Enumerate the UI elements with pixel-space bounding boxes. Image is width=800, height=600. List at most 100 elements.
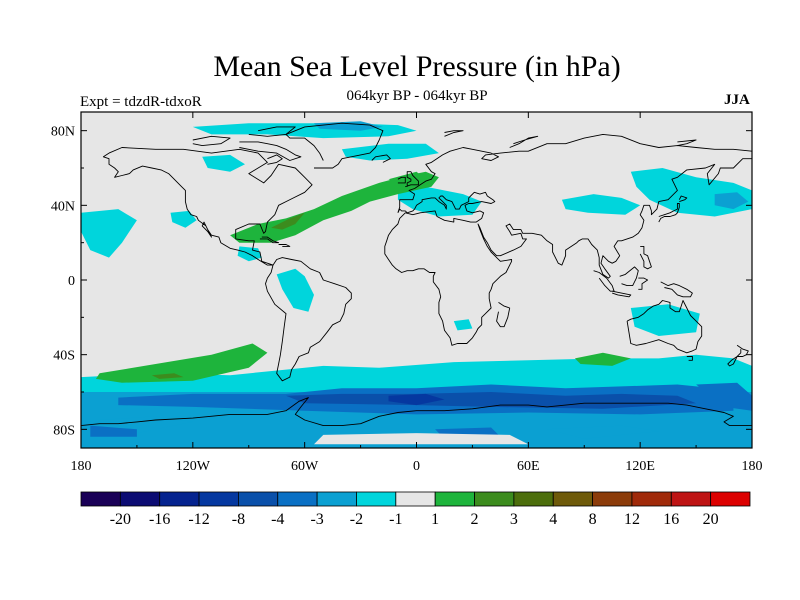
coastline-4 bbox=[405, 171, 419, 188]
colorbar-label: -8 bbox=[232, 511, 245, 528]
colorbar-swatch-5 bbox=[277, 491, 318, 507]
coastlines bbox=[81, 122, 752, 427]
experiment-label: Expt = tdzdR-tdxoR bbox=[80, 94, 202, 110]
colorbar-swatch-8 bbox=[395, 491, 436, 507]
anomaly-region-16 bbox=[314, 121, 383, 131]
anomaly-region-17 bbox=[202, 154, 245, 172]
colorbar-label: 12 bbox=[624, 511, 640, 528]
anomaly-region-7 bbox=[547, 425, 659, 439]
colorbar-swatch-0 bbox=[80, 491, 121, 507]
colorbar-swatch-9 bbox=[434, 491, 475, 507]
coastline-3 bbox=[384, 133, 752, 346]
y-tick-label: 80N bbox=[51, 125, 75, 140]
coastline-18 bbox=[81, 397, 752, 427]
anomaly-region-26 bbox=[151, 373, 184, 379]
colorbar-legend: -20 -16 -12 -8 -4 -3 -2 -1 1 2 3 4 8 12 16 20 bbox=[80, 491, 751, 528]
anomaly-region-10 bbox=[314, 433, 529, 445]
pressure-anomaly-regions bbox=[81, 121, 752, 448]
anomaly-region-18 bbox=[341, 143, 439, 161]
colorbar-swatch-15 bbox=[670, 491, 712, 507]
anomaly-region-22 bbox=[714, 192, 749, 210]
colorbar-label: 16 bbox=[663, 511, 679, 528]
coastline-13 bbox=[593, 270, 615, 292]
coastline-7 bbox=[686, 356, 693, 361]
colorbar-label: -2 bbox=[350, 511, 363, 528]
x-tick-label: 60W bbox=[291, 459, 319, 474]
coastline-26 bbox=[509, 135, 539, 148]
anomaly-region-23 bbox=[630, 304, 700, 336]
anomaly-region-13 bbox=[170, 210, 197, 228]
coastline-5 bbox=[397, 176, 406, 184]
coastline-20 bbox=[278, 244, 291, 247]
y-tick-label: 40S bbox=[53, 349, 75, 364]
coastline-16 bbox=[638, 277, 649, 290]
anomaly-region-5 bbox=[696, 382, 752, 411]
colorbar-swatch-12 bbox=[552, 491, 593, 507]
colorbar-swatch-6 bbox=[316, 491, 357, 507]
season-label: JJA bbox=[724, 92, 750, 108]
coastline-6 bbox=[626, 300, 703, 354]
coastline-1 bbox=[285, 122, 384, 169]
coastline-15 bbox=[619, 266, 639, 287]
x-tick-label: 180 bbox=[71, 459, 92, 474]
colorbar-label: -20 bbox=[110, 511, 131, 528]
anomaly-region-24 bbox=[453, 319, 473, 331]
coastline-0 bbox=[102, 147, 352, 382]
colorbar-swatch-13 bbox=[592, 491, 633, 507]
coastline-9 bbox=[496, 302, 511, 328]
coastline-25 bbox=[444, 130, 464, 137]
colorbar-swatch-2 bbox=[159, 491, 200, 507]
coastline-23 bbox=[192, 135, 231, 147]
colorbar-label: -12 bbox=[188, 511, 209, 528]
coastline-2 bbox=[371, 154, 391, 163]
page-title: Mean Sea Level Pressure (in hPa) bbox=[213, 50, 621, 83]
coastline-21 bbox=[267, 154, 283, 165]
coastline-12 bbox=[639, 245, 652, 270]
colorbar-swatch-4 bbox=[238, 491, 279, 507]
anomaly-region-4 bbox=[388, 393, 445, 406]
colorbar-label: -3 bbox=[310, 511, 323, 528]
x-tick-label: 60E bbox=[517, 459, 540, 474]
colorbar-label: -1 bbox=[389, 511, 402, 528]
coastline-27 bbox=[677, 139, 697, 147]
y-tick-label: 80S bbox=[53, 423, 75, 438]
colorbar-label: -16 bbox=[149, 511, 170, 528]
anomaly-region-12 bbox=[276, 268, 314, 312]
anomaly-region-25 bbox=[95, 343, 268, 383]
colorbar-label: 20 bbox=[703, 511, 719, 528]
coastline-24 bbox=[248, 126, 296, 137]
anomaly-region-20 bbox=[561, 194, 641, 215]
anomaly-region-30 bbox=[574, 352, 631, 366]
colorbar-swatch-10 bbox=[474, 491, 515, 507]
colorbar-swatch-7 bbox=[356, 491, 397, 507]
map-subtitle: 064kyr BP - 064kyr BP bbox=[346, 88, 488, 104]
colorbar-label: -4 bbox=[271, 511, 284, 528]
colorbar-swatch-14 bbox=[631, 491, 672, 507]
coastline-19 bbox=[259, 236, 280, 244]
anomaly-region-19 bbox=[397, 186, 482, 217]
x-tick-label: 180 bbox=[742, 459, 763, 474]
anomaly-region-29 bbox=[388, 171, 426, 185]
coastline-10 bbox=[658, 203, 680, 223]
colorbar-label: 1 bbox=[431, 511, 439, 528]
colorbar-swatch-16 bbox=[710, 491, 751, 507]
y-tick-label: 0 bbox=[68, 274, 75, 289]
colorbar-label: 4 bbox=[549, 511, 557, 528]
coastline-8 bbox=[727, 344, 749, 367]
x-tick-label: 120W bbox=[176, 459, 211, 474]
x-tick-label: 120E bbox=[625, 459, 655, 474]
coastline-11 bbox=[678, 195, 688, 203]
x-tick-label: 0 bbox=[413, 459, 420, 474]
anomaly-region-11 bbox=[81, 209, 137, 258]
coastline-14 bbox=[612, 290, 632, 298]
coastline-22 bbox=[239, 141, 302, 161]
colorbar-swatch-3 bbox=[198, 491, 239, 507]
colorbar-swatch-1 bbox=[119, 491, 161, 507]
colorbar-label: 3 bbox=[510, 511, 518, 528]
colorbar-swatch-11 bbox=[513, 491, 554, 507]
anomaly-region-28 bbox=[271, 212, 305, 230]
axis-ticks: 180 120W 60W 0 60E 120E 180 80N 40N 0 40S 80S bbox=[51, 112, 763, 474]
y-tick-label: 40N bbox=[51, 199, 75, 214]
colorbar-label: 2 bbox=[471, 511, 479, 528]
